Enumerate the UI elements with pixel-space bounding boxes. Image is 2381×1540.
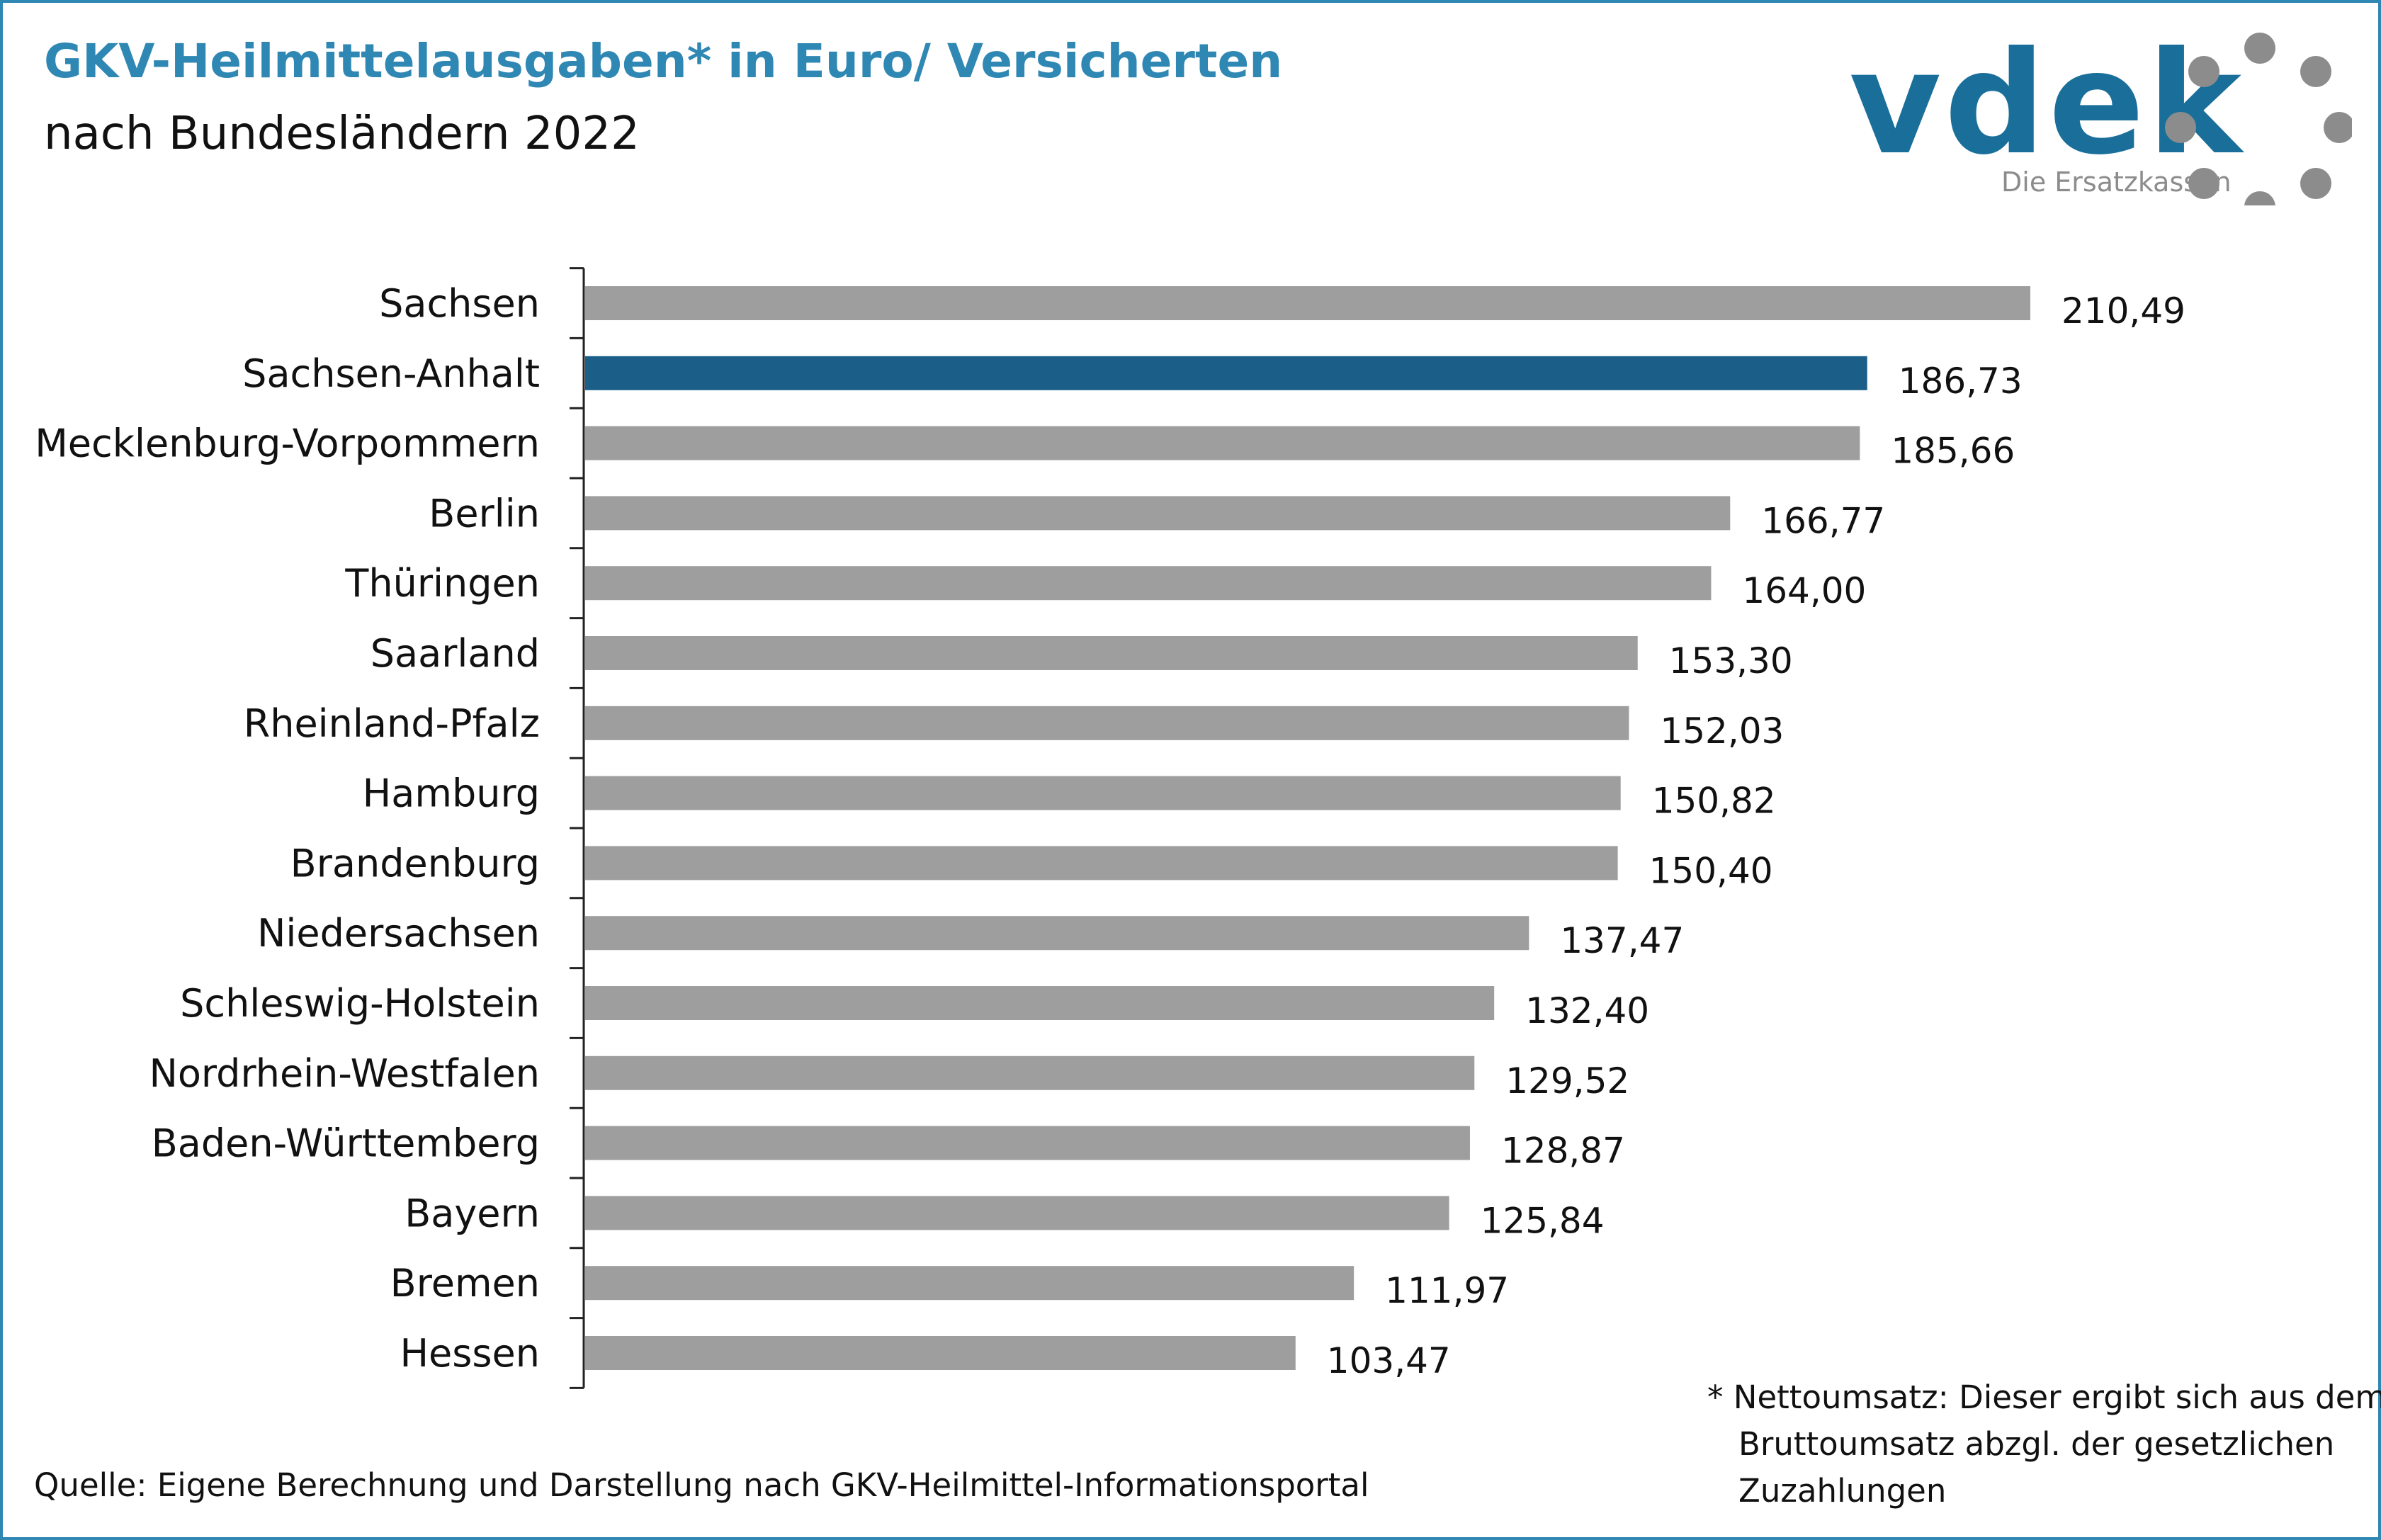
category-label: Berlin	[429, 491, 540, 536]
chart-title: GKV-Heilmittelausgaben* in Euro/ Versich…	[44, 34, 1283, 89]
bar	[585, 986, 1495, 1020]
value-label: 150,40	[1649, 850, 1773, 891]
category-label: Niedersachsen	[257, 911, 540, 956]
value-label: 128,87	[1501, 1131, 1625, 1172]
logo-wordmark: vdek	[1849, 21, 2244, 186]
value-label: 185,66	[1891, 431, 2015, 472]
category-label: Schleswig-Holstein	[180, 981, 540, 1026]
category-label: Sachsen	[379, 281, 540, 326]
value-label: 125,84	[1481, 1200, 1605, 1241]
bar	[585, 496, 1731, 531]
vdek-logo: vdek Die Ersatzkassen	[1849, 21, 2352, 205]
footnote-line: Zuzahlungen	[1738, 1472, 1947, 1510]
bar	[585, 426, 1860, 460]
value-label: 137,47	[1560, 920, 1684, 961]
category-label: Baden-Württemberg	[152, 1121, 540, 1166]
category-label: Mecklenburg-Vorpommern	[35, 421, 540, 466]
bar	[585, 566, 1712, 601]
bar	[585, 846, 1618, 881]
category-label: Bayern	[405, 1191, 540, 1235]
footnote-line: Bruttoumsatz abzgl. der gesetzlichen	[1738, 1425, 2335, 1463]
source-note: Quelle: Eigene Berechnung und Darstellun…	[34, 1466, 1369, 1504]
category-label: Bremen	[390, 1261, 540, 1306]
bar	[585, 1055, 1475, 1090]
category-label: Brandenburg	[290, 841, 540, 885]
bar	[585, 356, 1867, 390]
category-label: Nordrhein-Westfalen	[149, 1051, 541, 1096]
logo-ring-icon	[2165, 33, 2352, 205]
footnote: * Nettoumsatz: Dieser ergibt sich aus de…	[1707, 1374, 2381, 1514]
value-label: 186,73	[1899, 361, 2023, 402]
category-label: Hamburg	[363, 771, 540, 816]
category-label: Hessen	[400, 1331, 540, 1376]
bar	[585, 916, 1529, 951]
value-label: 152,03	[1660, 710, 1784, 752]
value-label: 111,97	[1385, 1270, 1509, 1311]
value-label: 150,82	[1652, 781, 1776, 822]
value-label: 166,77	[1761, 500, 1885, 541]
bar	[585, 776, 1621, 810]
value-label: 153,30	[1669, 640, 1793, 681]
category-label: Sachsen-Anhalt	[242, 351, 540, 396]
bar	[585, 636, 1638, 670]
chart-subtitle: nach Bundesländern 2022	[44, 108, 640, 160]
category-label: Rheinland-Pfalz	[244, 701, 540, 746]
bar	[585, 1126, 1470, 1160]
footnote-line: * Nettoumsatz: Dieser ergibt sich aus de…	[1707, 1378, 2381, 1416]
category-label: Thüringen	[344, 561, 540, 606]
bar	[585, 286, 2030, 320]
bar	[585, 1196, 1449, 1230]
category-label: Saarland	[371, 631, 540, 676]
value-label: 103,47	[1327, 1340, 1451, 1381]
bar	[585, 706, 1629, 740]
bar	[585, 1266, 1354, 1301]
value-label: 210,49	[2062, 290, 2185, 332]
bar	[585, 1336, 1296, 1370]
value-label: 132,40	[1525, 990, 1649, 1031]
value-label: 129,52	[1505, 1060, 1629, 1102]
value-label: 164,00	[1742, 570, 1866, 611]
